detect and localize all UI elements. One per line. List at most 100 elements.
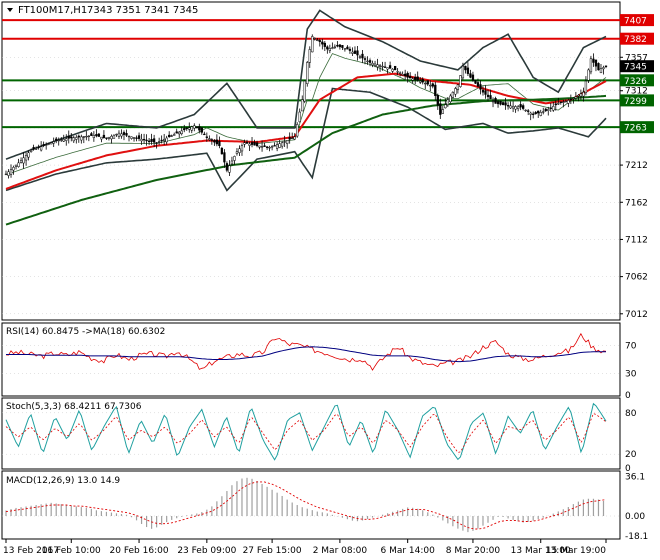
rsi-lines <box>5 332 607 371</box>
level-tag-7326 <box>620 74 654 87</box>
candle-body <box>592 58 595 63</box>
price-tick-label: 7212 <box>625 161 648 171</box>
candle-body <box>343 48 347 50</box>
candle-body <box>308 49 311 63</box>
candle-body <box>293 136 296 140</box>
candle-body <box>238 148 241 153</box>
candle-body <box>208 138 211 140</box>
candle-body <box>537 110 540 114</box>
rsi-y-axis: 70 30 0 <box>625 341 637 401</box>
candle-body <box>200 127 203 133</box>
candle-body <box>406 72 409 78</box>
candle-body <box>549 107 552 109</box>
candle-body <box>594 59 598 67</box>
candle-body <box>509 105 512 109</box>
candle-body <box>205 136 208 138</box>
price-tick-label: 7312 <box>625 87 648 97</box>
bollinger-middle <box>5 53 607 176</box>
rsi-grid <box>2 345 620 374</box>
candle-body <box>386 67 389 70</box>
candle-body <box>17 162 20 167</box>
candle-body <box>157 141 161 143</box>
candle-body <box>582 91 585 97</box>
candle-body <box>356 50 359 56</box>
candle-body <box>341 45 344 48</box>
candle-body <box>150 139 153 142</box>
candle-body <box>27 152 30 158</box>
level-tag-text: 7263 <box>624 124 647 134</box>
candle-body <box>102 134 106 138</box>
candle-body <box>318 40 321 42</box>
candle-body <box>147 140 151 142</box>
candle-body <box>228 165 231 173</box>
candle-body <box>173 134 176 136</box>
candle-body <box>29 149 33 152</box>
candle-body <box>544 108 547 112</box>
candle-body <box>401 74 404 76</box>
candle-body <box>456 84 460 90</box>
candle-body <box>574 96 578 99</box>
candle-body <box>301 99 304 112</box>
candle-body <box>358 56 362 58</box>
candle-body <box>60 139 63 141</box>
candle-body <box>115 133 118 136</box>
candle-body <box>368 60 372 63</box>
price-tick-label: 7062 <box>625 273 648 283</box>
rsi-title: RSI(14) 60.8475 ->MA(18) 60.6302 <box>6 327 165 337</box>
candle-body <box>303 80 306 102</box>
macd-tick-label: 36.1 <box>625 472 645 482</box>
candle-body <box>572 97 575 100</box>
candle-body <box>519 104 522 108</box>
price-frame <box>1 1 621 321</box>
candle-body <box>494 98 497 104</box>
candle-body <box>378 65 382 67</box>
candle-body <box>506 105 510 107</box>
candle-body <box>476 82 480 87</box>
candle-body <box>441 109 444 114</box>
candle-body <box>409 76 412 79</box>
candle-body <box>564 100 567 103</box>
candle-body <box>296 124 299 137</box>
stochastic-frame <box>1 397 621 470</box>
candle-body <box>604 65 608 67</box>
candle-body <box>426 80 429 85</box>
macd-title: MACD(12,26,9) 13.0 14.9 <box>6 476 120 486</box>
bollinger-upper <box>5 9 607 160</box>
candle-body <box>534 112 537 115</box>
candle-body <box>170 135 173 137</box>
candle-body <box>137 135 141 139</box>
price-tick-label: 7162 <box>625 198 648 208</box>
candle-body <box>263 145 266 147</box>
candle-body <box>567 100 570 104</box>
candle-body <box>50 142 53 145</box>
candle-body <box>579 93 583 97</box>
candle-body <box>125 133 128 136</box>
stochastic-tick-label: 20 <box>625 450 637 460</box>
candle-body <box>599 68 603 74</box>
candle-body <box>65 138 68 141</box>
candle-body <box>77 135 80 138</box>
candle-body <box>547 109 550 112</box>
dropdown-triangle-icon[interactable] <box>7 8 13 12</box>
candle-body <box>253 142 256 146</box>
candle-body <box>39 146 43 151</box>
candle-body <box>100 136 103 140</box>
candle-body <box>195 126 198 129</box>
price-tick-label: 7357 <box>625 53 648 63</box>
candle-body <box>404 73 407 77</box>
candle-body <box>338 44 342 48</box>
candle-body <box>117 132 121 137</box>
candle-body <box>381 65 384 68</box>
candle-body <box>185 127 188 130</box>
candle-body <box>454 88 457 95</box>
rsi-tick-label: 30 <box>625 370 637 380</box>
candle-body <box>449 95 452 102</box>
candle-body <box>383 66 387 68</box>
rsi-ma-line <box>6 346 606 363</box>
candle-body <box>155 142 158 144</box>
candle-body <box>371 62 374 66</box>
x-tick-label: 27 Feb 15:00 <box>243 546 302 556</box>
candle-body <box>19 160 23 163</box>
candle-body <box>7 171 10 176</box>
